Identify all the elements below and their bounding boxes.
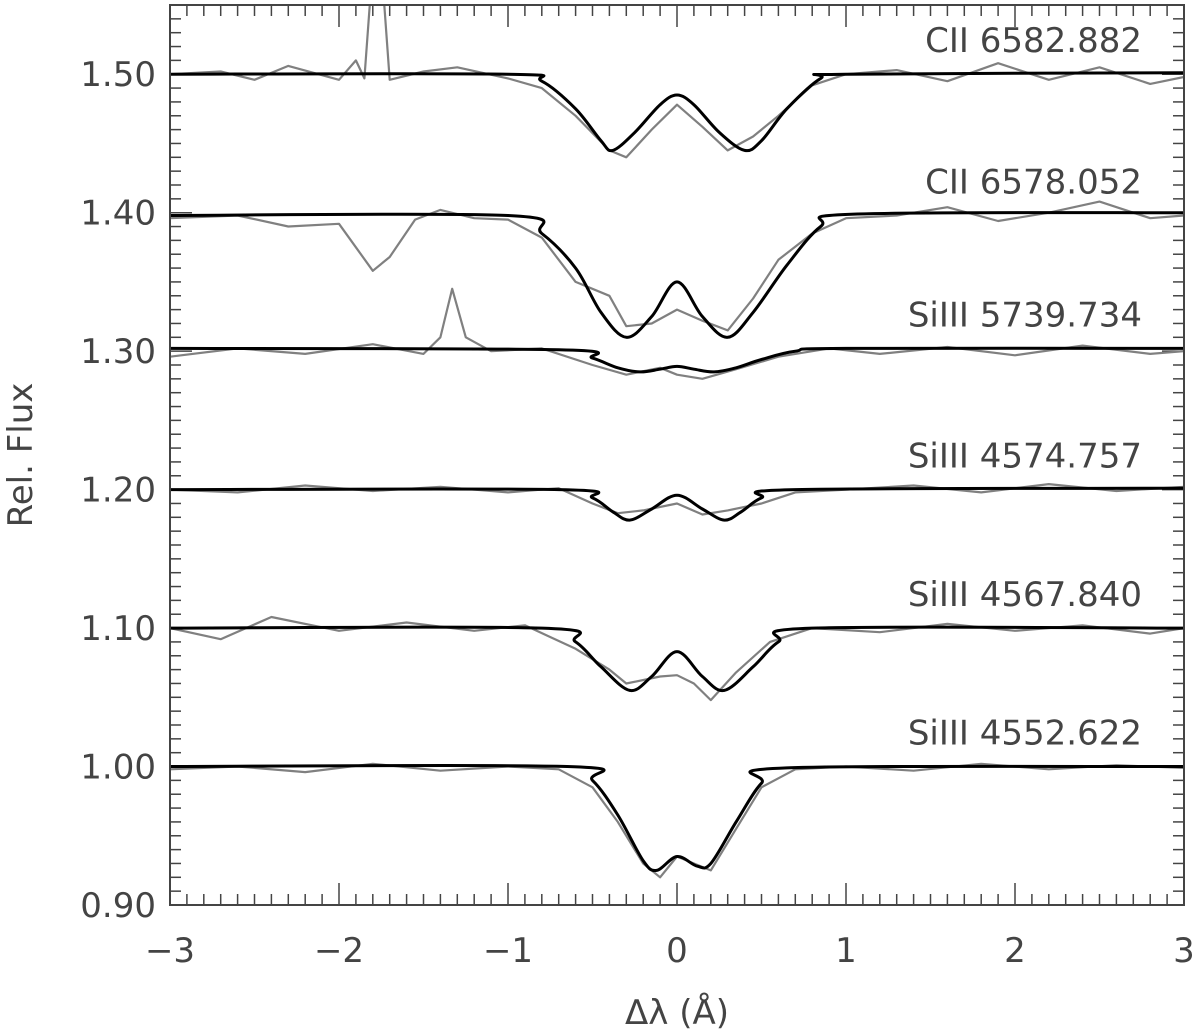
model-profile-line	[170, 71, 1184, 153]
y-tick-label: 1.10	[80, 609, 156, 649]
model-profile-line	[170, 486, 1184, 522]
model-profile-line	[170, 763, 1184, 873]
spectral-line-label: CII 6578.052	[925, 162, 1142, 202]
x-tick-label: −3	[145, 931, 195, 971]
model-profile-line	[170, 211, 1184, 339]
y-tick-label: 1.00	[80, 748, 156, 788]
x-tick-label: 2	[1004, 931, 1026, 971]
x-axis-title: Δλ (Å)	[625, 992, 729, 1033]
x-tick-label: 0	[666, 931, 688, 971]
plot-frame	[169, 4, 1185, 906]
spectral-line-label: SiIII 5739.734	[908, 295, 1142, 335]
y-tick-label: 1.40	[80, 194, 156, 234]
x-tick-label: −2	[314, 931, 364, 971]
series-layer	[170, 5, 1184, 879]
spectral-line-label: SiIII 4574.757	[908, 437, 1142, 477]
observed-spectrum-line	[170, 5, 1184, 159]
y-tick-label: 1.30	[80, 332, 156, 372]
y-tick-label: 1.20	[80, 471, 156, 511]
x-tick-label: −1	[483, 931, 533, 971]
tick-labels: −3 −2 −1 0 1 2 3 0.90 1.00 1.10 1.20 1.30 1.40 1.50 CI…	[80, 21, 1195, 971]
spectral-line-label: CII 6582.882	[925, 21, 1142, 61]
model-profile-line	[170, 625, 1184, 693]
x-tick-label: 3	[1173, 931, 1195, 971]
y-tick-label: 1.50	[80, 55, 156, 95]
y-tick-label: 0.90	[80, 886, 156, 926]
x-tick-label: 1	[835, 931, 857, 971]
observed-spectrum-line	[170, 200, 1184, 332]
spectral-line-label: SiIII 4567.840	[908, 575, 1142, 615]
model-profile-line	[170, 346, 1184, 374]
y-axis-title: Rel. Flux	[1, 383, 41, 528]
spectral-line-label: SiIII 4552.622	[908, 714, 1142, 754]
